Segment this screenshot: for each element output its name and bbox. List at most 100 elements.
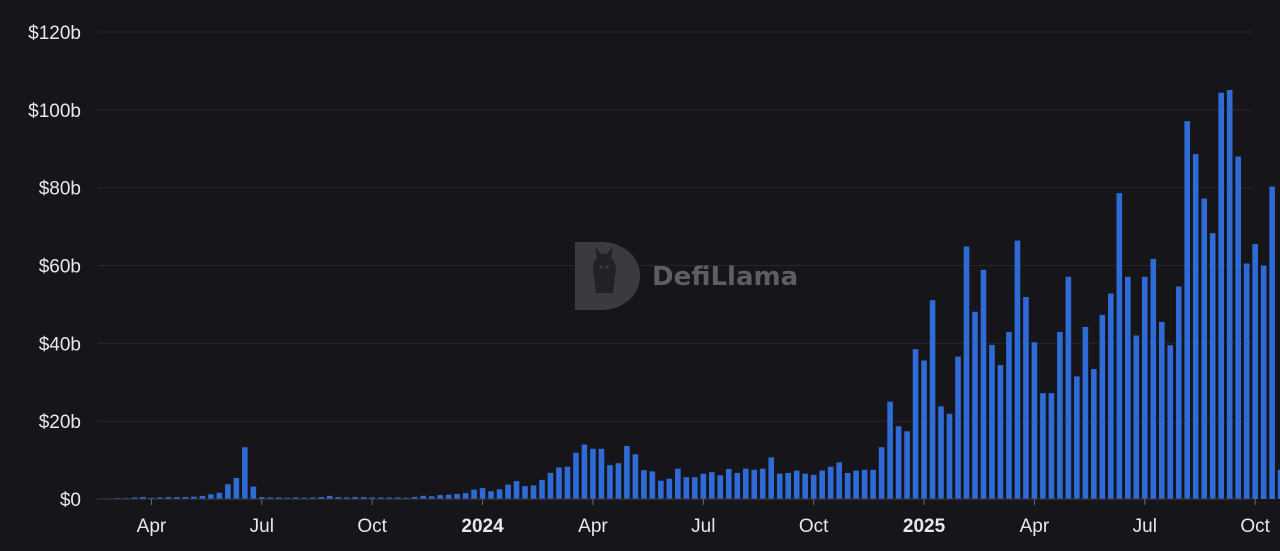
bar[interactable] [242,447,248,499]
bar[interactable] [386,497,392,499]
bar[interactable] [793,470,800,499]
bar[interactable] [411,497,418,499]
bar[interactable] [1057,332,1063,499]
bar[interactable] [174,497,180,499]
bar[interactable] [887,401,893,499]
bar[interactable] [598,448,605,499]
bar[interactable] [607,465,613,499]
bar[interactable] [1116,193,1123,499]
bar[interactable] [505,484,511,499]
bar[interactable] [1226,89,1233,500]
bar[interactable] [1108,293,1114,499]
bar[interactable] [904,431,910,499]
bar[interactable] [420,495,426,499]
bar[interactable] [276,497,282,499]
bar[interactable] [513,481,520,499]
bar[interactable] [573,452,579,499]
bar[interactable] [1091,369,1097,499]
bar[interactable] [437,495,443,499]
bar[interactable] [157,497,163,499]
bar[interactable] [496,489,503,499]
bar[interactable] [309,497,316,499]
bar[interactable] [326,495,333,499]
bar[interactable] [403,497,409,499]
bar[interactable] [360,497,367,499]
bar[interactable] [929,300,936,499]
bar[interactable] [1260,265,1267,500]
bar[interactable] [165,497,172,499]
bar[interactable] [1184,121,1191,500]
bar[interactable] [267,497,274,499]
bar[interactable] [394,497,401,499]
bar[interactable] [751,469,758,499]
bar[interactable] [641,470,647,499]
bar[interactable] [878,447,885,499]
bar[interactable] [352,497,359,499]
bar[interactable] [1192,154,1199,499]
bar[interactable] [938,406,944,499]
bar[interactable] [1209,233,1216,499]
bar[interactable] [624,446,630,499]
bar[interactable] [556,467,562,499]
bar[interactable] [946,413,953,499]
bar[interactable] [1125,276,1131,499]
bar[interactable] [1167,345,1174,499]
bar[interactable] [191,496,197,499]
bar[interactable] [369,497,375,499]
bar[interactable] [989,344,995,499]
bar[interactable] [1082,326,1089,499]
bar[interactable] [912,349,919,499]
bar[interactable] [1175,286,1182,499]
bar[interactable] [1158,321,1165,499]
bar[interactable] [836,462,842,499]
bar[interactable] [683,477,690,499]
bar[interactable] [522,486,528,499]
bar[interactable] [632,454,639,499]
bar[interactable] [658,480,664,499]
bar[interactable] [1243,263,1250,499]
bar[interactable] [955,356,961,499]
bar[interactable] [870,469,876,499]
bar[interactable] [428,496,435,499]
bar[interactable] [759,468,766,499]
bar[interactable] [827,466,834,499]
bar[interactable] [208,494,214,499]
bar[interactable] [675,468,681,499]
bar[interactable] [590,448,596,499]
bar[interactable] [844,472,851,499]
bar[interactable] [148,497,155,499]
bar[interactable] [725,469,732,499]
bar[interactable] [861,469,868,499]
bar[interactable] [471,489,477,499]
bar[interactable] [997,365,1004,499]
bar[interactable] [318,497,325,499]
bar[interactable] [810,474,817,499]
bar[interactable] [539,479,545,499]
bar[interactable] [1133,335,1140,499]
bar[interactable] [1023,297,1029,499]
bar[interactable] [343,497,350,499]
bar[interactable] [1141,276,1148,499]
bar[interactable] [785,472,792,499]
bar[interactable] [335,497,342,499]
bar[interactable] [1031,342,1038,499]
bar[interactable] [768,457,775,499]
bar[interactable] [649,471,656,499]
bar[interactable] [547,472,554,499]
bar[interactable] [488,491,494,499]
bar[interactable] [615,463,622,499]
bar[interactable] [1048,393,1055,499]
bar[interactable] [1150,258,1157,499]
bar[interactable] [666,478,673,499]
bar[interactable] [819,470,825,499]
bar[interactable] [259,497,265,499]
bar[interactable] [454,493,460,499]
bar[interactable] [530,485,537,499]
bar[interactable] [377,497,384,499]
bar[interactable] [1040,393,1046,499]
bar[interactable] [734,472,741,499]
bar[interactable] [140,497,146,499]
bar[interactable] [709,472,715,499]
bar[interactable] [445,494,452,499]
bar[interactable] [131,497,138,499]
